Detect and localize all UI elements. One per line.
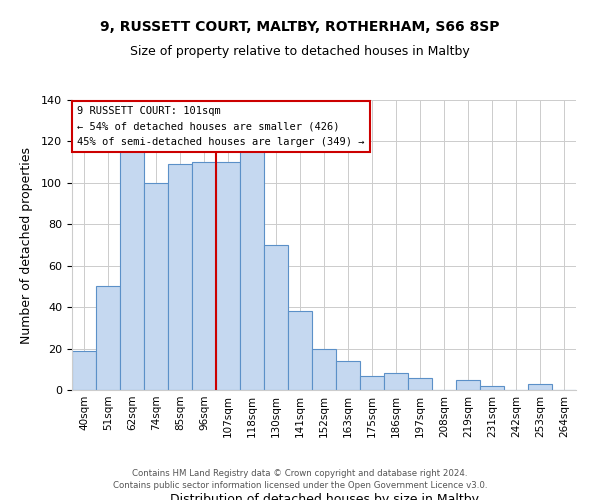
Bar [240, 114, 264, 390]
Bar [120, 146, 144, 390]
Bar [408, 378, 432, 390]
Y-axis label: Number of detached properties: Number of detached properties [20, 146, 33, 344]
Bar [336, 361, 360, 390]
Bar [264, 245, 288, 390]
Bar [216, 162, 240, 390]
Bar [96, 286, 120, 390]
Text: 9 RUSSETT COURT: 101sqm
← 54% of detached houses are smaller (426)
45% of semi-d: 9 RUSSETT COURT: 101sqm ← 54% of detache… [77, 106, 365, 147]
Bar [480, 386, 504, 390]
Bar [528, 384, 552, 390]
Bar [312, 348, 336, 390]
Bar [168, 164, 192, 390]
Text: Contains HM Land Registry data © Crown copyright and database right 2024.
Contai: Contains HM Land Registry data © Crown c… [113, 468, 487, 490]
Text: 9, RUSSETT COURT, MALTBY, ROTHERHAM, S66 8SP: 9, RUSSETT COURT, MALTBY, ROTHERHAM, S66… [100, 20, 500, 34]
X-axis label: Distribution of detached houses by size in Maltby: Distribution of detached houses by size … [170, 492, 479, 500]
Bar [360, 376, 384, 390]
Bar [288, 312, 312, 390]
Bar [72, 350, 96, 390]
Bar [192, 162, 216, 390]
Bar [384, 374, 408, 390]
Text: Size of property relative to detached houses in Maltby: Size of property relative to detached ho… [130, 45, 470, 58]
Bar [456, 380, 480, 390]
Bar [144, 183, 168, 390]
